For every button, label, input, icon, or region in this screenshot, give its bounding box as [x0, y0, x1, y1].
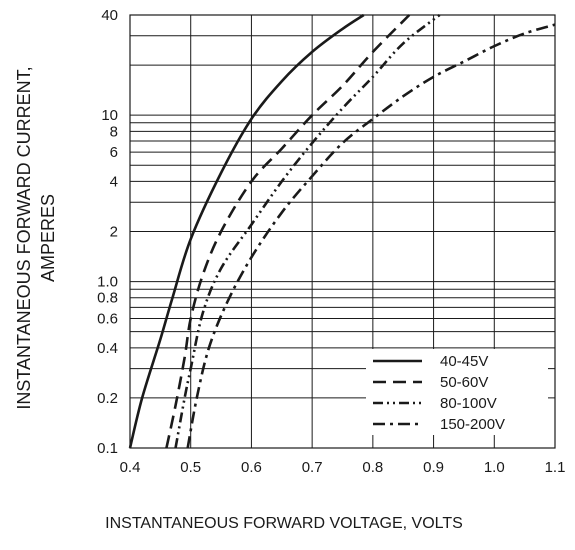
x-axis-title: INSTANTANEOUS FORWARD VOLTAGE, VOLTS — [105, 515, 463, 532]
series-line-40-45V — [128, 13, 365, 449]
y-axis-title-line2: AMPERES — [38, 194, 58, 282]
y-tick-label: 10 — [101, 107, 118, 124]
x-tick-label: 0.7 — [302, 459, 323, 476]
series-line-80-100V — [174, 13, 441, 449]
legend: 40-45V 50-60V 80-100V 150-200V — [366, 349, 548, 435]
legend-label: 50-60V — [440, 374, 488, 391]
y-tick-label: 0.1 — [97, 440, 118, 457]
x-tick-label: 0.9 — [423, 459, 444, 476]
x-tick-label: 1.0 — [484, 459, 505, 476]
y-tick-label: 2 — [110, 224, 118, 241]
y-tick-label: 0.8 — [97, 290, 118, 307]
x-tick-label: 0.6 — [241, 459, 262, 476]
legend-label: 150-200V — [440, 416, 505, 433]
x-tick-label: 1.1 — [545, 459, 566, 476]
legend-label: 80-100V — [440, 395, 497, 412]
x-tick-label: 0.5 — [180, 459, 201, 476]
y-axis-title-line1: INSTANTANEOUS FORWARD CURRENT, — [14, 66, 34, 409]
y-tick-label: 8 — [110, 123, 118, 140]
y-tick-label: 0.4 — [97, 340, 118, 357]
x-tick-label: 0.4 — [120, 459, 141, 476]
legend-background — [366, 349, 548, 435]
y-tick-label: 40 — [101, 7, 118, 24]
plot-series — [128, 13, 556, 449]
y-tick-label: 4 — [110, 173, 118, 190]
y-tick-label: 6 — [110, 144, 118, 161]
y-tick-label: 0.2 — [97, 390, 118, 407]
x-tick-label: 0.8 — [362, 459, 383, 476]
y-tick-label: 1.0 — [97, 274, 118, 291]
series-line-50-60V — [165, 14, 411, 449]
y-tick-label: 0.6 — [97, 311, 118, 328]
tick-labels: 0.4 0.5 0.6 0.7 0.8 0.9 1.0 1.10.10.20.40.60.81… — [97, 7, 565, 476]
legend-label: 40-45V — [440, 353, 488, 370]
series-line-150-200V — [186, 23, 556, 449]
plot-area-frame — [129, 14, 556, 449]
